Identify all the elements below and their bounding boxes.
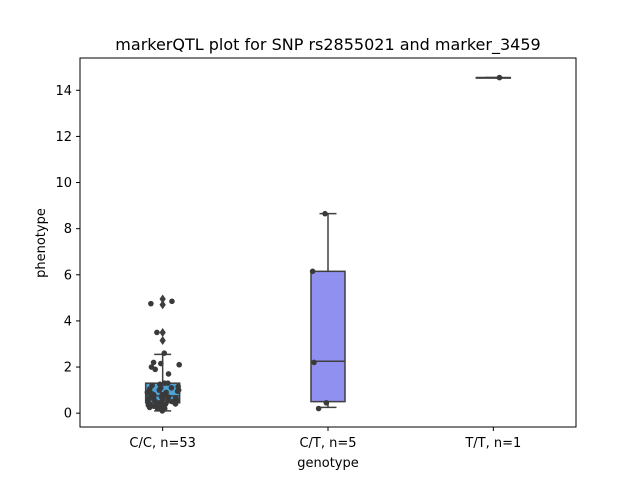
data-point — [157, 381, 163, 388]
data-point — [161, 350, 168, 357]
data-point — [496, 74, 503, 81]
y-tick-label: 4 — [64, 314, 72, 329]
data-point — [169, 398, 176, 405]
data-point — [169, 298, 175, 305]
data-point — [175, 383, 181, 390]
chart-title: markerQTL plot for SNP rs2855021 and mar… — [115, 35, 540, 55]
outlier-marker — [159, 327, 166, 337]
data-point — [172, 395, 179, 401]
outlier-marker — [159, 294, 166, 304]
data-point — [148, 364, 155, 370]
data-point — [315, 405, 322, 412]
data-point — [147, 402, 154, 408]
data-point — [163, 389, 169, 396]
x-tick-label: C/T, n=5 — [299, 436, 356, 451]
data-point — [176, 361, 182, 368]
data-point — [165, 371, 172, 377]
data-point — [311, 359, 317, 366]
data-point — [158, 360, 164, 367]
data-point — [150, 396, 157, 403]
box — [310, 270, 346, 403]
y-tick-label: 10 — [55, 176, 72, 191]
y-tick-label: 6 — [64, 268, 72, 283]
data-point — [148, 300, 154, 307]
data-point — [154, 329, 160, 336]
y-axis-title: phenotype — [34, 208, 49, 278]
data-point — [150, 391, 157, 398]
y-tick-label: 2 — [64, 361, 72, 376]
x-tick-label: C/C, n=53 — [129, 436, 195, 451]
x-tick-label: T/T, n=1 — [464, 436, 521, 451]
x-axis-title: genotype — [297, 456, 358, 471]
y-tick-label: 8 — [64, 222, 72, 237]
data-point — [150, 359, 157, 366]
y-tick-label: 0 — [64, 407, 72, 422]
data-point — [165, 380, 171, 386]
plot-area: 0 2 4 6 8 10 12 14 C/C, n=53 C/T, n=5 T/T, n=1 — [55, 57, 577, 451]
data-point — [168, 384, 175, 391]
data-point — [156, 387, 163, 393]
outlier-marker — [159, 300, 166, 310]
data-point — [309, 268, 316, 275]
outlier-marker — [159, 336, 166, 346]
data-point — [323, 399, 330, 406]
data-point — [149, 382, 155, 389]
data-point — [158, 394, 165, 400]
y-tick-label: 14 — [55, 84, 72, 99]
data-point — [154, 403, 161, 410]
data-point — [322, 210, 328, 217]
y-tick-label: 12 — [55, 130, 72, 145]
